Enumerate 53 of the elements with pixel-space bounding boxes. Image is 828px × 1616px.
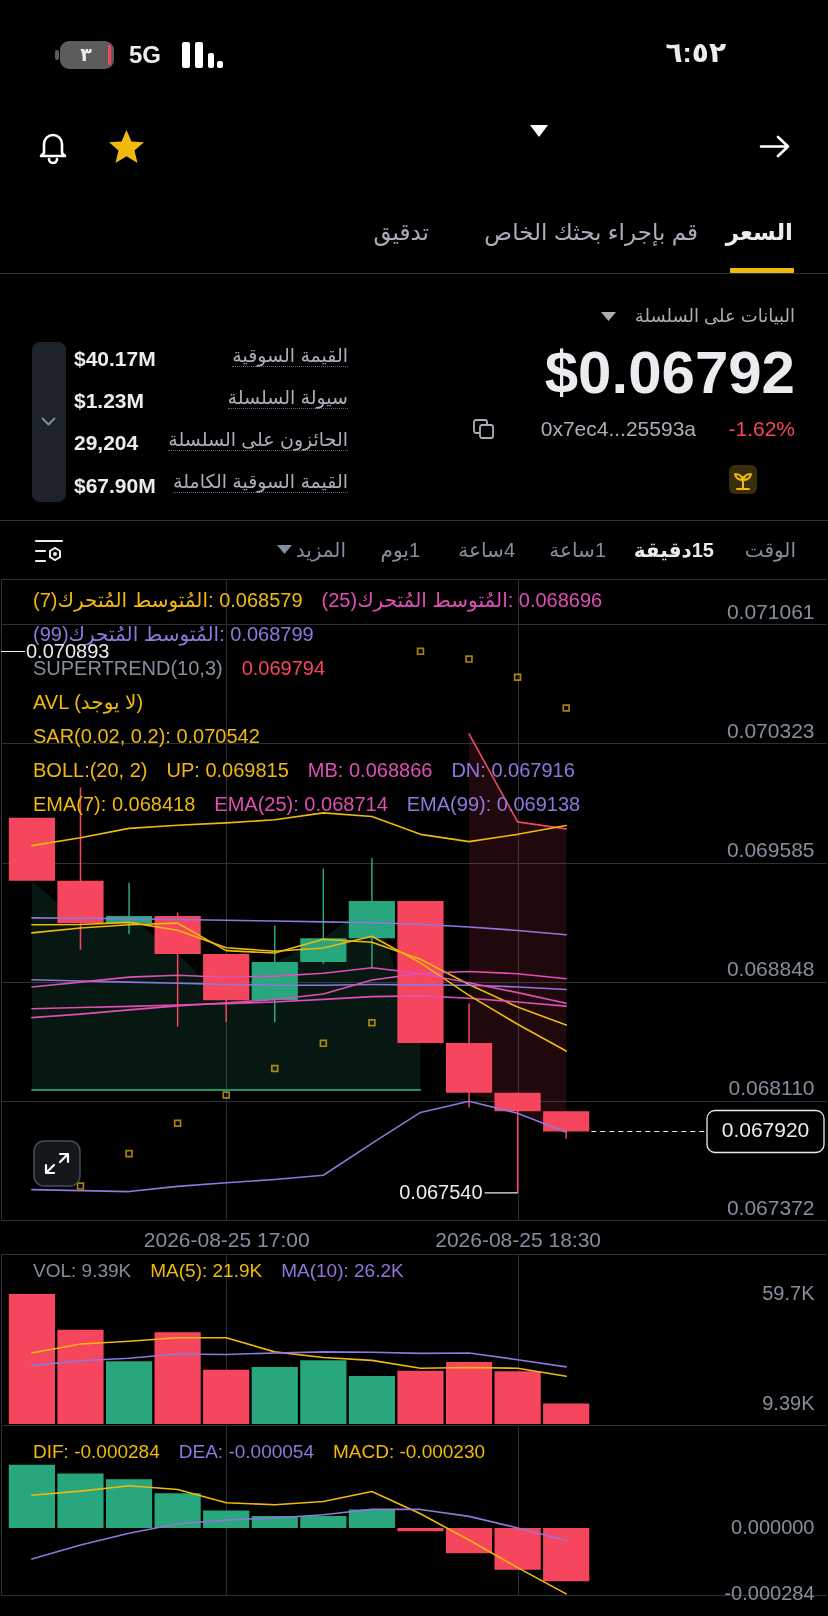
y-tick-label: 0.068110 — [728, 1076, 815, 1100]
ref-line-label: 0.067920 — [721, 1118, 810, 1142]
text: 29,204 — [74, 430, 139, 456]
annotation: SUPERTREND(10,3) — [33, 657, 223, 679]
y-tick-label: 9.39K — [762, 1392, 816, 1415]
annotation: AVL (لا يوجد) — [33, 691, 144, 713]
text: 5G — [129, 40, 162, 70]
y-tick-label: 0.068848 — [726, 957, 815, 981]
text: 0x7ec4...25593a — [540, 416, 696, 442]
text: ٣ — [80, 43, 92, 67]
text: البيانات على السلسلة — [634, 304, 795, 328]
annotation: MB: 0.068866 — [307, 758, 433, 783]
annotation: EMA(25): 0.068714 — [214, 792, 388, 817]
text: تدقيق — [373, 217, 429, 247]
y-tick-label: 0.000000 — [731, 1515, 815, 1538]
text: 1يوم — [380, 537, 420, 563]
annotation: UP: 0.069815 — [166, 758, 289, 783]
text: $40.17M — [74, 346, 156, 372]
annotation: 0.069794 — [241, 657, 326, 679]
annotation: SAR(0.02, 0.2): 0.070542 — [33, 724, 260, 749]
text: -1.62% — [728, 416, 795, 442]
y-tick-label: 0.069585 — [726, 838, 815, 862]
y-tick-label: 59.7K — [762, 1282, 816, 1305]
annotation: DEA: -0.000054 — [178, 1440, 314, 1464]
annotation: VOL: 9.39K — [33, 1258, 132, 1283]
y-tick-label: 0.070323 — [726, 718, 815, 742]
x-tick-label: 2026-08-25 18:30 — [435, 1227, 602, 1251]
annotation: DN: 0.067916 — [451, 758, 575, 783]
y-tick-label: 0.067372 — [726, 1195, 815, 1219]
y-tick-label: 0.071061 — [726, 599, 815, 623]
x-tick-label: 2026-08-25 17:00 — [143, 1227, 310, 1251]
text: القيمة السوقية — [232, 345, 348, 367]
text: سيولة السلسلة — [227, 387, 348, 409]
text: $0.06792 — [544, 337, 795, 408]
y-tick-label: -0.000284 — [724, 1581, 815, 1604]
annotation: BOLL:(20, 2) — [33, 759, 148, 781]
annotation: DIF: -0.000284 — [33, 1440, 160, 1464]
text: 4ساعة — [458, 537, 515, 563]
text: السعر — [725, 217, 793, 247]
text: 1ساعة — [549, 537, 606, 563]
text: ٦:٥٢ — [665, 35, 726, 70]
text: الحائزون على السلسلة — [168, 429, 348, 451]
annotation: MA(5): 21.9K — [150, 1258, 263, 1283]
text: المزيد — [295, 537, 346, 563]
text: $67.90M — [74, 473, 156, 499]
text: قم بإجراء بحثك الخاص — [484, 217, 698, 247]
text: الوقت — [744, 537, 796, 563]
text: $1.23M — [74, 388, 145, 414]
annotation: MACD: -0.000230 — [332, 1440, 486, 1464]
annotation: MA(10): 26.2K — [281, 1258, 404, 1283]
text: القيمة السوقية الكاملة — [173, 471, 348, 493]
annotation: 0.067540 — [399, 1180, 483, 1203]
text: 15دقيقة — [633, 537, 714, 563]
